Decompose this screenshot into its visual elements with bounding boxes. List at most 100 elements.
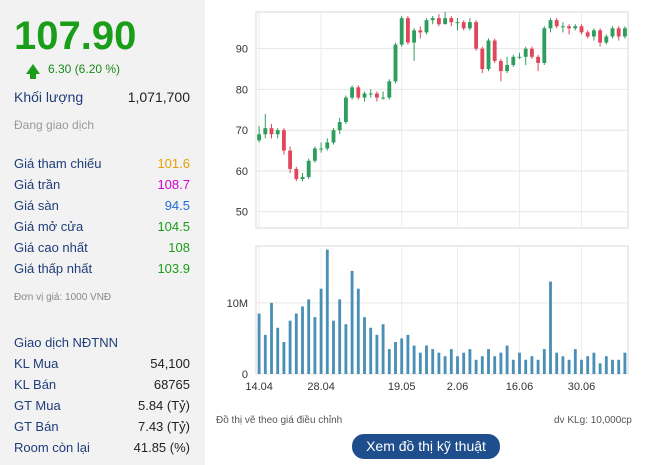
foreign-value: 7.43 (Tỷ) [137, 419, 190, 434]
candle-body [480, 48, 485, 70]
candle-body [517, 56, 522, 58]
candle-body [331, 130, 336, 143]
foreign-title-row: Giao dịch NĐTNN [14, 335, 190, 350]
candle-body [436, 18, 441, 25]
candle-body [374, 93, 379, 98]
stat-row: Giá trần 108.7 [14, 177, 190, 192]
technical-chart-button[interactable]: Xem đồ thị kỹ thuật [352, 434, 500, 459]
volume-bar [344, 324, 348, 374]
volume-bar [263, 334, 267, 374]
volume-bar [611, 359, 614, 374]
foreign-trading-title: Giao dịch NĐTNN [14, 335, 119, 350]
volume-bar [598, 363, 602, 374]
candle-body [622, 28, 627, 37]
candle-body [300, 177, 305, 180]
stat-label: Giá thấp nhất [14, 261, 93, 276]
volume-bar [319, 288, 323, 374]
candle-body [505, 64, 510, 72]
stat-row: Giá tham chiếu 101.6 [14, 156, 190, 171]
volume-bar [394, 342, 397, 374]
stat-value: 108 [168, 240, 190, 255]
stat-label: Giá cao nhất [14, 240, 88, 255]
candle-body [399, 18, 404, 45]
candle-body [455, 22, 460, 24]
foreign-label: GT Mua [14, 398, 61, 413]
candle-body [567, 26, 572, 29]
foreign-row: GT Mua 5.84 (Tỷ) [14, 398, 190, 413]
volume-bar [505, 345, 509, 374]
volume-bar [412, 345, 416, 374]
stat-row: Giá cao nhất 108 [14, 240, 190, 255]
volume-bar [301, 306, 304, 374]
foreign-value: 41.85 (%) [133, 440, 190, 455]
candle-body [529, 48, 534, 57]
stat-row: Giá sàn 94.5 [14, 198, 190, 213]
volume-bar [325, 249, 329, 374]
volume-bar [493, 356, 497, 374]
stat-label: Giá mở cửa [14, 219, 84, 234]
volume-bar [468, 349, 472, 374]
candle-body [288, 150, 293, 169]
volume-bar [617, 359, 621, 374]
volume-bar [270, 302, 273, 374]
stat-label: Giá tham chiếu [14, 156, 102, 171]
unit-note: Đơn vị giá: 1000 VNĐ [14, 292, 112, 303]
candle-body [269, 128, 274, 135]
candle-body [368, 93, 373, 95]
volume-bar [350, 270, 354, 374]
stat-row: Giá thấp nhất 103.9 [14, 261, 190, 276]
candle-body [461, 22, 466, 29]
candle-body [350, 87, 355, 98]
candle-body [387, 81, 392, 98]
foreign-value: 68765 [153, 377, 190, 392]
candle-body [319, 148, 324, 150]
candle-body [430, 18, 435, 21]
candle-body [598, 30, 603, 43]
candle-body [381, 97, 386, 99]
price-tick-label: 50 [236, 207, 248, 219]
volume-label: Khối lượng [14, 89, 84, 105]
volume-bar [561, 356, 565, 374]
volume-bar [400, 338, 404, 374]
candle-body [275, 130, 280, 135]
volume-bar [406, 334, 410, 374]
price-change: 6.30 (6.20 %) [26, 62, 121, 79]
volume-bar [573, 349, 577, 374]
candle-body [412, 30, 417, 43]
stat-value: 94.5 [164, 198, 190, 213]
candle-body [548, 20, 553, 29]
volume-bar [294, 313, 298, 374]
volume-row: Khối lượng 1,071,700 [14, 89, 190, 105]
date-tick-label: 30.06 [568, 381, 596, 393]
volume-bar [425, 345, 428, 374]
candle-body [418, 30, 423, 33]
volume-bar [530, 356, 534, 374]
foreign-label: GT Bán [14, 419, 59, 434]
volume-bar [363, 317, 366, 374]
candle-body [449, 18, 454, 23]
volume-value: 1,071,700 [127, 89, 190, 105]
current-price: 107.90 [14, 14, 137, 58]
volume-bar [307, 299, 311, 374]
candle-body [585, 32, 590, 37]
volume-bar [604, 356, 608, 374]
volume-bar [449, 349, 453, 374]
price-change-value: 6.30 (6.20 %) [48, 62, 121, 76]
volume-bar [580, 359, 583, 374]
candle-body [405, 18, 410, 43]
volume-bar [511, 359, 515, 374]
quote-panel: 107.90 6.30 (6.20 %) Khối lượng 1,071,70… [0, 0, 205, 465]
date-tick-label: 14.04 [245, 381, 273, 393]
volume-bar [456, 356, 459, 374]
volume-bar [536, 359, 540, 374]
candle-body [337, 122, 342, 131]
candle-body [343, 97, 348, 123]
volume-bar [623, 352, 627, 374]
candle-body [542, 28, 547, 63]
volume-bar [276, 327, 280, 374]
volume-bar [555, 352, 559, 374]
volume-bar [499, 352, 503, 374]
stat-row: Giá mở cửa 104.5 [14, 219, 190, 234]
foreign-label: KL Mua [14, 356, 59, 371]
